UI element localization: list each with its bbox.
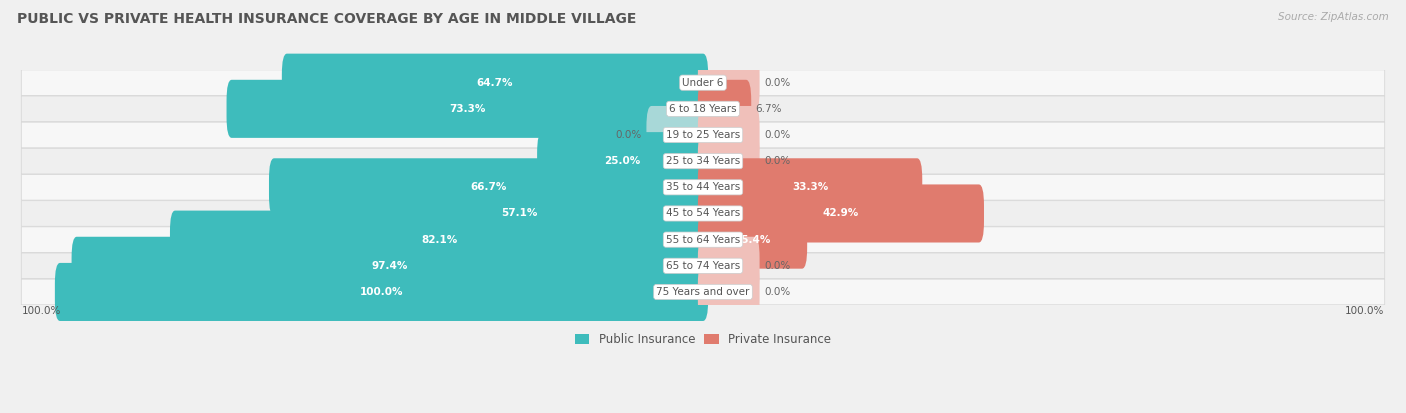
Text: 6 to 18 Years: 6 to 18 Years: [669, 104, 737, 114]
FancyBboxPatch shape: [697, 106, 759, 164]
FancyBboxPatch shape: [55, 263, 709, 321]
FancyBboxPatch shape: [21, 148, 1385, 174]
Text: 100.0%: 100.0%: [1346, 306, 1385, 316]
Text: 66.7%: 66.7%: [471, 182, 506, 192]
FancyBboxPatch shape: [647, 106, 709, 164]
Text: 82.1%: 82.1%: [420, 235, 457, 244]
Text: 0.0%: 0.0%: [763, 78, 790, 88]
Text: 15.4%: 15.4%: [734, 235, 770, 244]
FancyBboxPatch shape: [226, 80, 709, 138]
Text: 19 to 25 Years: 19 to 25 Years: [666, 130, 740, 140]
FancyBboxPatch shape: [21, 279, 1385, 305]
Text: 35 to 44 Years: 35 to 44 Years: [666, 182, 740, 192]
FancyBboxPatch shape: [330, 185, 709, 242]
Text: 64.7%: 64.7%: [477, 78, 513, 88]
FancyBboxPatch shape: [697, 132, 759, 190]
FancyBboxPatch shape: [21, 175, 1385, 200]
FancyBboxPatch shape: [72, 237, 709, 295]
FancyBboxPatch shape: [170, 211, 709, 269]
Text: 25 to 34 Years: 25 to 34 Years: [666, 156, 740, 166]
FancyBboxPatch shape: [21, 96, 1385, 122]
FancyBboxPatch shape: [21, 227, 1385, 252]
Text: 45 to 54 Years: 45 to 54 Years: [666, 209, 740, 218]
FancyBboxPatch shape: [697, 211, 807, 269]
FancyBboxPatch shape: [21, 253, 1385, 279]
Text: Under 6: Under 6: [682, 78, 724, 88]
Text: PUBLIC VS PRIVATE HEALTH INSURANCE COVERAGE BY AGE IN MIDDLE VILLAGE: PUBLIC VS PRIVATE HEALTH INSURANCE COVER…: [17, 12, 637, 26]
FancyBboxPatch shape: [537, 132, 709, 190]
Text: 42.9%: 42.9%: [823, 209, 859, 218]
Text: 0.0%: 0.0%: [763, 156, 790, 166]
FancyBboxPatch shape: [697, 80, 751, 138]
Text: 65 to 74 Years: 65 to 74 Years: [666, 261, 740, 271]
Text: 55 to 64 Years: 55 to 64 Years: [666, 235, 740, 244]
Text: 33.3%: 33.3%: [792, 182, 828, 192]
FancyBboxPatch shape: [697, 158, 922, 216]
Text: 6.7%: 6.7%: [756, 104, 782, 114]
FancyBboxPatch shape: [697, 263, 759, 321]
Text: 97.4%: 97.4%: [371, 261, 408, 271]
FancyBboxPatch shape: [21, 70, 1385, 95]
Text: 73.3%: 73.3%: [449, 104, 485, 114]
FancyBboxPatch shape: [697, 54, 759, 112]
FancyBboxPatch shape: [697, 237, 759, 295]
Legend: Public Insurance, Private Insurance: Public Insurance, Private Insurance: [571, 328, 835, 351]
Text: 57.1%: 57.1%: [501, 209, 537, 218]
FancyBboxPatch shape: [21, 122, 1385, 148]
FancyBboxPatch shape: [21, 201, 1385, 226]
Text: 75 Years and over: 75 Years and over: [657, 287, 749, 297]
FancyBboxPatch shape: [697, 185, 984, 242]
FancyBboxPatch shape: [281, 54, 709, 112]
Text: 0.0%: 0.0%: [763, 287, 790, 297]
Text: 0.0%: 0.0%: [616, 130, 643, 140]
FancyBboxPatch shape: [269, 158, 709, 216]
Text: 0.0%: 0.0%: [763, 261, 790, 271]
Text: 100.0%: 100.0%: [360, 287, 404, 297]
Text: 0.0%: 0.0%: [763, 130, 790, 140]
Text: 100.0%: 100.0%: [21, 306, 60, 316]
Text: Source: ZipAtlas.com: Source: ZipAtlas.com: [1278, 12, 1389, 22]
Text: 25.0%: 25.0%: [605, 156, 641, 166]
